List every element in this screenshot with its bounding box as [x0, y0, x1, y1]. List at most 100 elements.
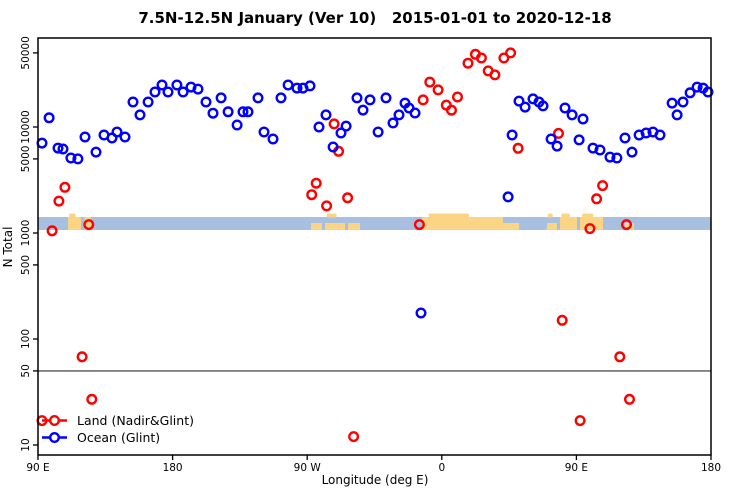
ocean-point — [171, 79, 183, 91]
ocean-point — [156, 79, 168, 91]
ocean-point — [275, 92, 287, 104]
ocean-point — [162, 86, 174, 98]
ocean-point — [335, 127, 347, 139]
chart-title: 7.5N-12.5N January (Ver 10) 2015-01-01 t… — [138, 9, 611, 27]
ocean-point — [43, 112, 55, 124]
land-point — [452, 91, 464, 103]
land-point — [462, 57, 474, 69]
legend-label-ocean: Ocean (Glint) — [77, 430, 160, 445]
ocean-point — [364, 94, 376, 106]
land-point — [591, 193, 603, 205]
land-point — [306, 189, 318, 201]
land-point — [342, 192, 354, 204]
ocean-point — [684, 87, 696, 99]
legend-marker-land-icon — [49, 415, 61, 427]
land-point — [574, 415, 586, 427]
ocean-point — [380, 92, 392, 104]
ocean-point — [387, 117, 399, 129]
ocean-point — [237, 106, 249, 118]
ocean-point — [551, 140, 563, 152]
land-point — [512, 142, 524, 154]
plot-border — [37, 37, 712, 456]
ocean-point — [502, 191, 514, 203]
land-point — [446, 104, 458, 116]
ocean-point — [327, 141, 339, 153]
land-point — [76, 351, 88, 363]
land-point — [328, 118, 340, 130]
ocean-point — [304, 80, 316, 92]
y-tick-label: 100 — [20, 329, 32, 349]
legend-marker-ocean-icon — [49, 432, 61, 444]
ocean-point — [177, 86, 189, 98]
y-axis-label: N Total — [1, 227, 15, 268]
y-tick-label: 50000 — [20, 36, 32, 69]
land-point — [310, 177, 322, 189]
x-tick-label: 180 — [163, 462, 183, 474]
ocean-point — [519, 101, 531, 113]
land-point — [413, 219, 425, 231]
land-segment — [422, 217, 503, 230]
land-point — [489, 69, 501, 81]
ocean-point — [415, 307, 427, 319]
axis-ticks: 10 50 100 500 1000 5000 10000 50000 90 E 180 90 W 0… — [20, 36, 721, 474]
ocean-point — [72, 153, 84, 165]
land-segment-bump — [428, 213, 469, 218]
legend-label-land: Land (Nadir&Glint) — [77, 413, 194, 428]
ocean-point — [654, 129, 666, 141]
ocean-point — [242, 106, 254, 118]
ocean-point — [52, 142, 64, 154]
ocean-point — [192, 83, 204, 95]
ocean-point — [537, 100, 549, 112]
land-point — [432, 84, 444, 96]
ocean-point — [111, 126, 123, 138]
ocean-point — [611, 152, 623, 164]
ocean-point — [372, 126, 384, 138]
land-segment — [84, 217, 91, 230]
land-point — [321, 200, 333, 212]
x-tick-label: 90 E — [565, 462, 588, 474]
land-point — [498, 52, 510, 64]
ocean-point — [545, 133, 557, 145]
ocean-point — [231, 119, 243, 131]
ocean-point — [282, 79, 294, 91]
ocean-point — [36, 137, 48, 149]
ocean-point — [127, 96, 139, 108]
ocean-point — [142, 96, 154, 108]
ocean-point — [671, 109, 683, 121]
ocean-point — [393, 109, 405, 121]
x-tick-label: 90 E — [26, 462, 49, 474]
land-point — [440, 99, 452, 111]
ocean-point — [149, 86, 161, 98]
land-point — [505, 47, 517, 59]
land-segment — [310, 223, 323, 230]
ocean-point — [119, 131, 131, 143]
ocean-point — [573, 134, 585, 146]
ocean-point — [513, 95, 525, 107]
ocean-point — [313, 121, 325, 133]
ocean-point — [619, 132, 631, 144]
ocean-point — [594, 144, 606, 156]
ocean-point — [65, 152, 77, 164]
ocean-point — [320, 109, 332, 121]
land-segment — [348, 223, 360, 230]
land-segment — [502, 223, 519, 230]
land-segment — [546, 223, 557, 230]
ocean-point — [134, 109, 146, 121]
land-segment-bump — [561, 213, 570, 218]
ocean-point — [79, 131, 91, 143]
land-point — [86, 393, 98, 405]
land-point — [553, 127, 565, 139]
land-segment — [559, 217, 577, 230]
land-point — [621, 219, 633, 231]
land-point — [614, 351, 626, 363]
ocean-point — [351, 92, 363, 104]
x-tick-label: 180 — [701, 462, 721, 474]
land-point — [475, 52, 487, 64]
land-segment-bump — [69, 213, 76, 218]
land-point — [597, 180, 609, 192]
ocean-point — [691, 81, 703, 93]
y-tick-label: 500 — [20, 255, 32, 275]
ocean-point — [357, 104, 369, 116]
